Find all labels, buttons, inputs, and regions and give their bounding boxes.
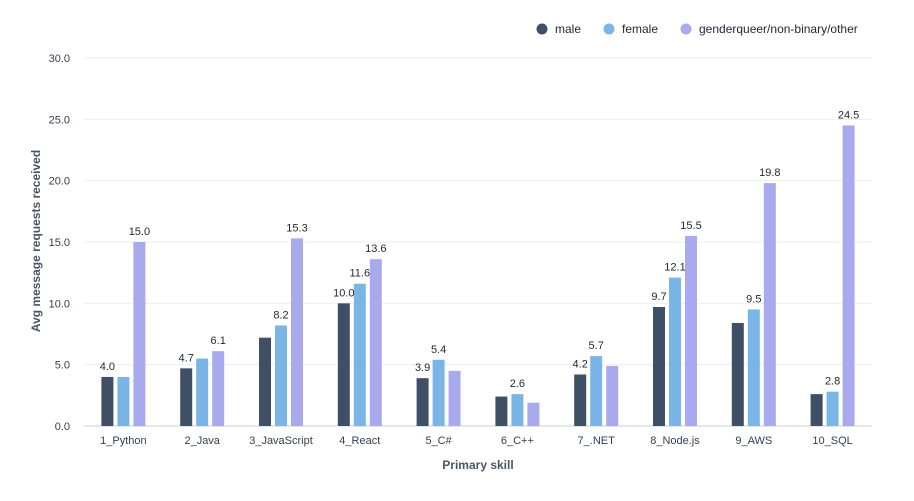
data-label: 12.1	[664, 262, 685, 274]
data-labels: 4.0 15.0 4.7 6.1 8.2 15.3 10.0 11.6 13.6 3.95.4 2.…	[100, 109, 860, 390]
x-tick-label: 6_C++	[501, 435, 534, 447]
bar-male-2_Java[interactable]	[180, 368, 193, 426]
bar-genderqueer-8_Node.js[interactable]	[685, 235, 697, 426]
data-label: 4.0	[100, 361, 115, 373]
bar-female-7_.NET[interactable]	[590, 356, 603, 426]
legend-item-female[interactable]: female	[603, 22, 659, 36]
y-tick-label: 5.0	[55, 360, 70, 372]
data-label: 15.5	[680, 220, 701, 232]
bar-female-10_SQL[interactable]	[826, 391, 839, 426]
data-label: 5.7	[589, 340, 604, 352]
data-label: 24.5	[838, 109, 859, 121]
bar-male-4_React[interactable]	[337, 303, 350, 426]
legend-label: genderqueer/non-binary/other	[699, 22, 858, 36]
data-label: 4.2	[573, 358, 588, 370]
bar-female-6_C++[interactable]	[511, 394, 524, 426]
bar-genderqueer-6_C++[interactable]	[527, 402, 540, 426]
bar-genderqueer-1_Python[interactable]	[133, 242, 146, 426]
bar-male-7_.NET[interactable]	[574, 374, 587, 426]
data-label: 2.6	[510, 378, 525, 390]
x-tick-label: 5_C#	[425, 435, 452, 447]
bar-female-9_AWS[interactable]	[747, 309, 760, 426]
data-label: 5.4	[431, 344, 446, 356]
x-tick-label: 7_.NET	[578, 435, 616, 447]
y-tick-label: 30.0	[49, 53, 70, 65]
bar-genderqueer-3_JavaScript[interactable]	[291, 238, 303, 426]
y-tick-label: 10.0	[49, 298, 70, 310]
data-label: 15.0	[129, 226, 150, 238]
y-axis-ticks: 0.0 5.0 10.0 15.0 20.0 25.0 30.0	[49, 53, 70, 433]
legend-swatch	[603, 23, 615, 35]
data-label: 8.2	[273, 309, 288, 321]
bar-genderqueer-4_React[interactable]	[369, 259, 382, 426]
legend-swatch	[536, 23, 548, 35]
legend-swatch	[680, 23, 692, 35]
x-tick-label: 8_Node.js	[650, 435, 700, 447]
x-axis-ticks: 1_Python 2_Java 3_JavaScript 4_React 5_C# 6_C…	[100, 435, 853, 447]
bar-male-10_SQL[interactable]	[810, 394, 823, 426]
legend-label: male	[555, 22, 581, 36]
y-tick-label: 0.0	[55, 421, 70, 433]
bar-male-5_C#[interactable]	[416, 378, 429, 426]
x-tick-label: 1_Python	[100, 435, 146, 447]
bar-female-8_Node.js[interactable]	[669, 277, 681, 426]
x-tick-label: 9_AWS	[735, 435, 772, 447]
data-label: 9.5	[746, 293, 761, 305]
legend: male female genderqueer/non-binary/other	[536, 22, 858, 36]
data-label: 4.7	[179, 352, 194, 364]
bar-genderqueer-9_AWS[interactable]	[763, 183, 776, 426]
y-tick-label: 20.0	[49, 176, 70, 188]
bar-female-1_Python[interactable]	[117, 376, 130, 426]
bar-genderqueer-7_.NET[interactable]	[606, 365, 619, 426]
y-tick-label: 25.0	[49, 114, 70, 126]
bar-female-3_JavaScript[interactable]	[275, 325, 287, 426]
legend-item-genderqueer[interactable]: genderqueer/non-binary/other	[680, 22, 858, 36]
data-label: 9.7	[651, 291, 666, 303]
y-axis-title: Avg message requests received	[29, 150, 43, 332]
data-label: 10.0	[333, 287, 354, 299]
bar-male-3_JavaScript[interactable]	[259, 337, 271, 426]
bar-genderqueer-5_C#[interactable]	[448, 370, 461, 426]
x-tick-label: 3_JavaScript	[249, 435, 313, 447]
bar-male-8_Node.js[interactable]	[653, 307, 665, 426]
bar-genderqueer-2_Java[interactable]	[212, 351, 225, 426]
data-label: 13.6	[365, 243, 386, 255]
data-label: 15.3	[286, 222, 307, 234]
bar-female-2_Java[interactable]	[196, 358, 209, 426]
x-tick-label: 2_Java	[184, 435, 220, 447]
data-label: 3.9	[415, 362, 430, 374]
legend-label: female	[622, 22, 658, 36]
data-label: 2.8	[825, 376, 840, 388]
bar-male-9_AWS[interactable]	[731, 322, 744, 426]
x-axis-title: Primary skill	[442, 458, 513, 472]
bar-female-5_C#[interactable]	[432, 359, 445, 426]
y-tick-label: 15.0	[49, 237, 70, 249]
x-tick-label: 10_SQL	[812, 435, 852, 447]
data-label: 19.8	[759, 167, 780, 179]
bars	[101, 125, 855, 426]
bar-female-4_React[interactable]	[353, 283, 366, 426]
bar-genderqueer-10_SQL[interactable]	[842, 125, 855, 426]
data-label: 11.6	[350, 268, 371, 280]
legend-item-male[interactable]: male	[536, 22, 582, 36]
bar-male-6_C++[interactable]	[495, 396, 508, 426]
data-label: 6.1	[211, 335, 226, 347]
x-tick-label: 4_React	[339, 435, 380, 447]
bar-male-1_Python[interactable]	[101, 376, 114, 426]
